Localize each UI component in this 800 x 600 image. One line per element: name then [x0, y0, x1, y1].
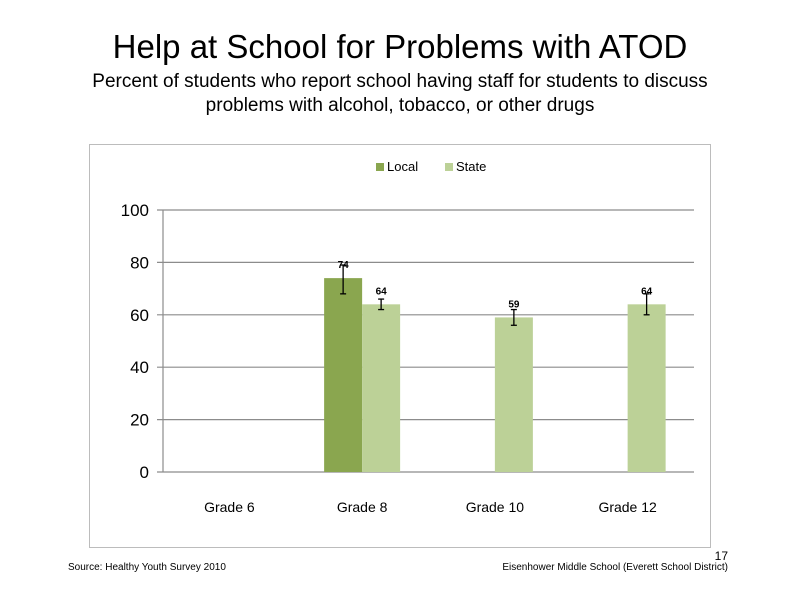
bar	[362, 304, 401, 472]
bar	[627, 304, 666, 472]
chart-frame	[89, 144, 711, 548]
x-tick-label: Grade 12	[598, 499, 657, 515]
x-tick-label: Grade 6	[204, 499, 255, 515]
bar	[324, 278, 363, 472]
data-label: 64	[376, 286, 388, 297]
y-tick-label: 80	[130, 253, 149, 272]
legend-swatch	[445, 163, 453, 171]
x-tick-label: Grade 10	[466, 499, 525, 515]
y-tick-label: 40	[130, 358, 149, 377]
legend-label: State	[456, 159, 486, 174]
legend-swatch	[376, 163, 384, 171]
source-note: Source: Healthy Youth Survey 2010	[68, 562, 226, 573]
school-name: Eisenhower Middle School (Everett School…	[502, 562, 728, 573]
y-tick-label: 100	[121, 201, 149, 220]
data-label: 64	[641, 286, 653, 297]
data-label: 59	[508, 299, 520, 310]
y-tick-label: 60	[130, 306, 149, 325]
slide-title: Help at School for Problems with ATOD	[112, 28, 688, 65]
legend-label: Local	[387, 159, 418, 174]
slide-subtitle: Percent of students who report school ha…	[92, 71, 708, 116]
y-tick-label: 0	[140, 463, 149, 482]
x-tick-label: Grade 8	[337, 499, 388, 515]
bar	[494, 317, 533, 472]
y-tick-label: 20	[130, 411, 149, 430]
page-number: 17	[714, 549, 728, 563]
data-label: 74	[338, 260, 350, 271]
